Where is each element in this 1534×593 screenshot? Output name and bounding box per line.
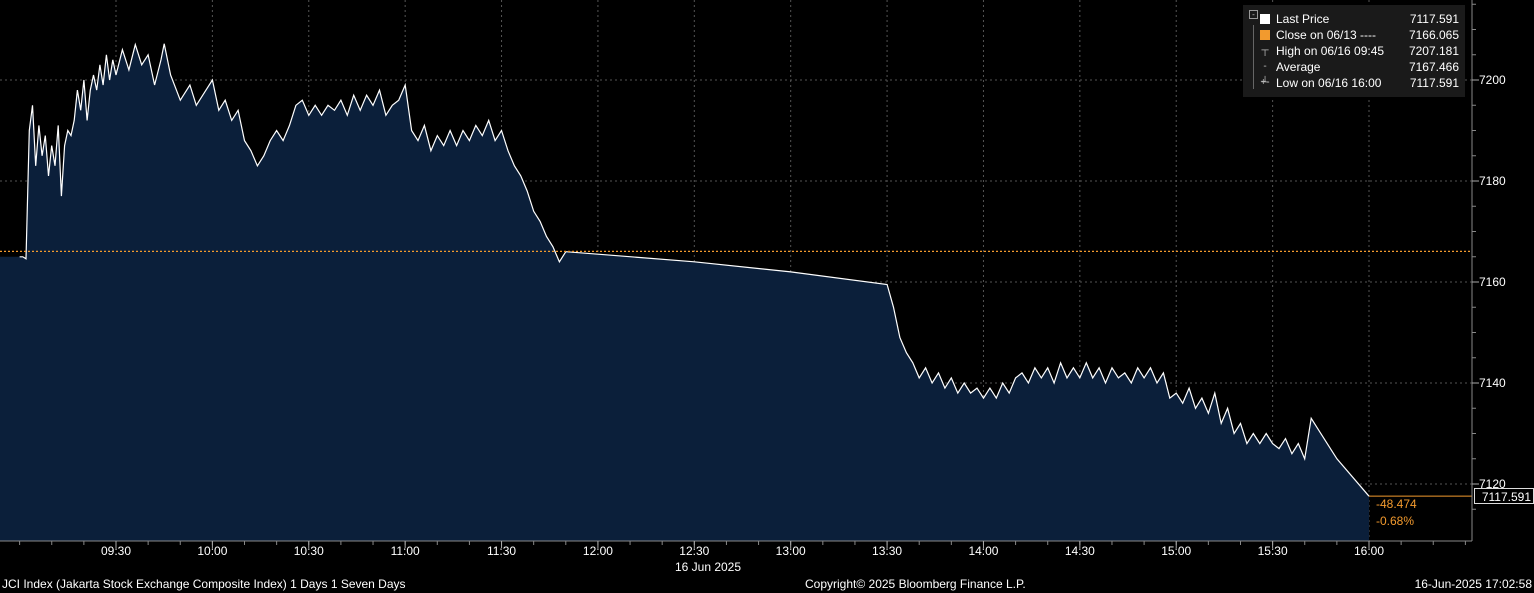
x-tick-label: 11:30 [487, 544, 516, 558]
last-price-tag: 7117.591 [1474, 488, 1534, 504]
x-tick-label: 13:30 [872, 544, 902, 558]
x-tick-label: 13:00 [776, 544, 806, 558]
x-tick-label: 14:00 [968, 544, 998, 558]
x-tick-label: 11:00 [391, 544, 420, 558]
x-tick-label: 15:30 [1258, 544, 1288, 558]
legend: - Last Price 7117.591 Close on 06/13 ---… [1243, 5, 1465, 97]
legend-value: 7207.181 [1408, 44, 1459, 58]
price-area-fill [0, 43, 1369, 541]
legend-label: High on 06/16 09:45 [1276, 44, 1385, 58]
x-axis-date-label: 16 Jun 2025 [675, 560, 741, 574]
y-axis: 7120 7140 7160 7180 7200 [1471, 0, 1506, 541]
legend-value: 7166.065 [1408, 28, 1459, 42]
x-tick-label: 15:00 [1161, 544, 1191, 558]
y-tick-label: 7160 [1479, 275, 1506, 289]
legend-tree-line [1253, 25, 1254, 89]
high-marker-icon: ┬ [1261, 45, 1269, 56]
legend-value: 7117.591 [1409, 12, 1459, 26]
legend-item-high: ┬ High on 06/16 09:45 7207.181 [1243, 43, 1465, 59]
x-tick-label: 12:30 [679, 544, 709, 558]
low-marker-icon: ┴ [1261, 77, 1269, 88]
x-tick-label: 10:00 [197, 544, 227, 558]
y-tick-label: 7180 [1479, 174, 1506, 188]
x-tick-label: 12:00 [583, 544, 613, 558]
legend-value: 7117.591 [1409, 76, 1459, 90]
change-percent: -0.68% [1376, 514, 1415, 528]
legend-label: Close on 06/13 ---- [1276, 28, 1377, 42]
close-swatch-icon [1260, 30, 1270, 40]
legend-collapse-icon[interactable]: - [1249, 10, 1258, 19]
footer-timestamp: 16-Jun-2025 17:02:58 [1414, 577, 1532, 591]
price-line [19, 42, 1370, 497]
last-price-swatch-icon [1260, 14, 1270, 24]
legend-label: Last Price [1276, 12, 1330, 26]
x-tick-label: 14:30 [1065, 544, 1095, 558]
y-tick-label: 7140 [1479, 376, 1506, 390]
legend-item-average: -+- Average 7167.466 [1243, 59, 1465, 88]
x-tick-label: 10:30 [294, 544, 324, 558]
legend-label: Low on 06/16 16:00 [1276, 76, 1382, 90]
average-marker-icon: -+- [1260, 61, 1270, 88]
footer-security-description: JCI Index (Jakarta Stock Exchange Compos… [2, 577, 406, 591]
y-tick-label: 7120 [1479, 477, 1506, 491]
change-absolute: -48.474 [1376, 497, 1417, 511]
legend-label: Average [1276, 60, 1321, 74]
y-tick-label: 7200 [1479, 73, 1506, 87]
legend-item-low: ┴ Low on 06/16 16:00 7117.591 [1243, 75, 1465, 91]
legend-value: 7167.466 [1408, 60, 1459, 74]
legend-item-last-price: Last Price 7117.591 [1243, 11, 1465, 27]
legend-item-close: Close on 06/13 ---- 7166.065 [1243, 27, 1465, 43]
x-tick-label: 16:00 [1354, 544, 1384, 558]
footer-copyright: Copyright© 2025 Bloomberg Finance L.P. [805, 577, 1026, 591]
x-tick-label: 09:30 [101, 544, 131, 558]
x-axis: 09:30 10:00 10:30 11:00 11:30 12:00 12:30 13:00… [0, 540, 1472, 558]
